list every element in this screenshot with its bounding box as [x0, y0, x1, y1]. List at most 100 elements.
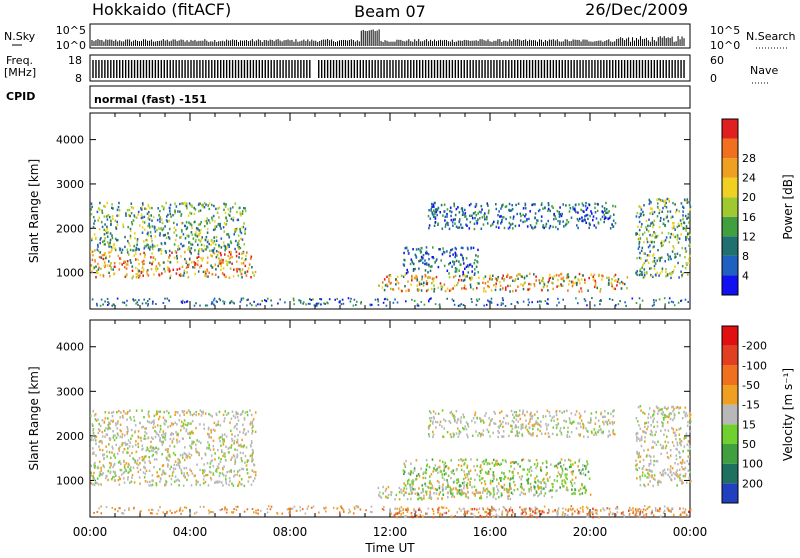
echo-cell	[474, 217, 476, 219]
echo-cell	[535, 276, 537, 278]
echo-cell	[508, 495, 510, 497]
echo-cell	[418, 267, 420, 269]
echo-cell	[115, 444, 117, 446]
echo-cell	[222, 441, 224, 443]
echo-cell	[113, 273, 115, 275]
echo-cell	[149, 226, 151, 228]
echo-cell	[639, 252, 641, 254]
echo-cell	[187, 235, 189, 237]
echo-cell	[124, 302, 126, 304]
echo-cell	[604, 214, 606, 216]
echo-cell	[687, 198, 689, 200]
echo-cell	[521, 475, 523, 477]
echo-cell	[140, 253, 142, 255]
echo-cell	[230, 210, 232, 212]
echo-cell	[643, 241, 645, 243]
echo-cell	[563, 464, 565, 466]
echo-cell	[218, 224, 220, 226]
echo-cell	[244, 243, 246, 245]
echo-cell	[541, 280, 543, 282]
echo-cell	[498, 496, 500, 498]
echo-cell	[99, 228, 101, 230]
echo-cell	[587, 214, 589, 216]
echo-cell	[392, 288, 394, 290]
echo-cell	[678, 223, 680, 225]
echo-cell	[530, 283, 532, 285]
echo-cell	[502, 486, 504, 488]
echo-cell	[511, 209, 513, 211]
echo-cell	[530, 224, 532, 226]
echo-cell	[185, 260, 187, 262]
colorbar-ticklabel: 16	[742, 211, 756, 224]
echo-cell	[428, 209, 430, 211]
echo-cell	[191, 454, 193, 456]
echo-cell	[423, 254, 425, 256]
echo-cell	[118, 255, 120, 257]
echo-cell	[534, 481, 536, 483]
echo-cell	[622, 282, 624, 284]
echo-cell	[537, 428, 539, 430]
echo-cell	[255, 305, 257, 307]
echo-cell	[534, 203, 536, 205]
echo-cell	[379, 491, 381, 493]
echo-cell	[531, 417, 533, 419]
echo-cell	[664, 297, 666, 299]
echo-cell	[242, 268, 244, 270]
echo-cell	[188, 410, 190, 412]
echo-cell	[126, 451, 128, 453]
echo-cell	[476, 299, 478, 301]
echo-cell	[644, 231, 646, 233]
echo-cell	[119, 450, 121, 452]
echo-cell	[653, 514, 655, 516]
echo-cell	[403, 473, 405, 475]
echo-cell	[470, 478, 472, 480]
echo-cell	[198, 224, 200, 226]
echo-cell	[536, 516, 538, 518]
echo-cell	[111, 451, 113, 453]
echo-cell	[132, 270, 134, 272]
echo-cell	[147, 303, 149, 305]
echo-cell	[612, 205, 614, 207]
echo-cell	[591, 431, 593, 433]
echo-cell	[594, 224, 596, 226]
echo-cell	[581, 278, 583, 280]
echo-cell	[639, 274, 641, 276]
echo-cell	[431, 208, 433, 210]
echo-cell	[193, 441, 195, 443]
echo-cell	[505, 206, 507, 208]
echo-cell	[454, 416, 456, 418]
echo-cell	[235, 240, 237, 242]
echo-cell	[169, 250, 171, 252]
echo-cell	[215, 274, 217, 276]
echo-cell	[184, 270, 186, 272]
echo-cell	[217, 465, 219, 467]
echo-cell	[679, 254, 681, 256]
echo-cell	[133, 207, 135, 209]
echo-cell	[486, 515, 488, 517]
echo-cell	[440, 421, 442, 423]
echo-cell	[414, 300, 416, 302]
echo-cell	[454, 218, 456, 220]
echo-cell	[531, 301, 533, 303]
echo-cell	[644, 268, 646, 270]
echo-cell	[143, 240, 145, 242]
echo-cell	[648, 262, 650, 264]
echo-cell	[454, 205, 456, 207]
echo-cell	[556, 480, 558, 482]
echo-cell	[454, 420, 456, 422]
echo-cell	[588, 515, 590, 517]
echo-cell	[205, 412, 207, 414]
echo-cell	[200, 257, 202, 259]
echo-cell	[491, 418, 493, 420]
echo-cell	[423, 472, 425, 474]
echo-cell	[502, 421, 504, 423]
echo-cell	[128, 242, 130, 244]
echo-cell	[569, 417, 571, 419]
echo-cell	[502, 287, 504, 289]
echo-cell	[523, 492, 525, 494]
echo-cell	[548, 424, 550, 426]
echo-cell	[610, 413, 612, 415]
echo-cell	[217, 265, 219, 267]
echo-cell	[106, 215, 108, 217]
echo-cell	[678, 276, 680, 278]
